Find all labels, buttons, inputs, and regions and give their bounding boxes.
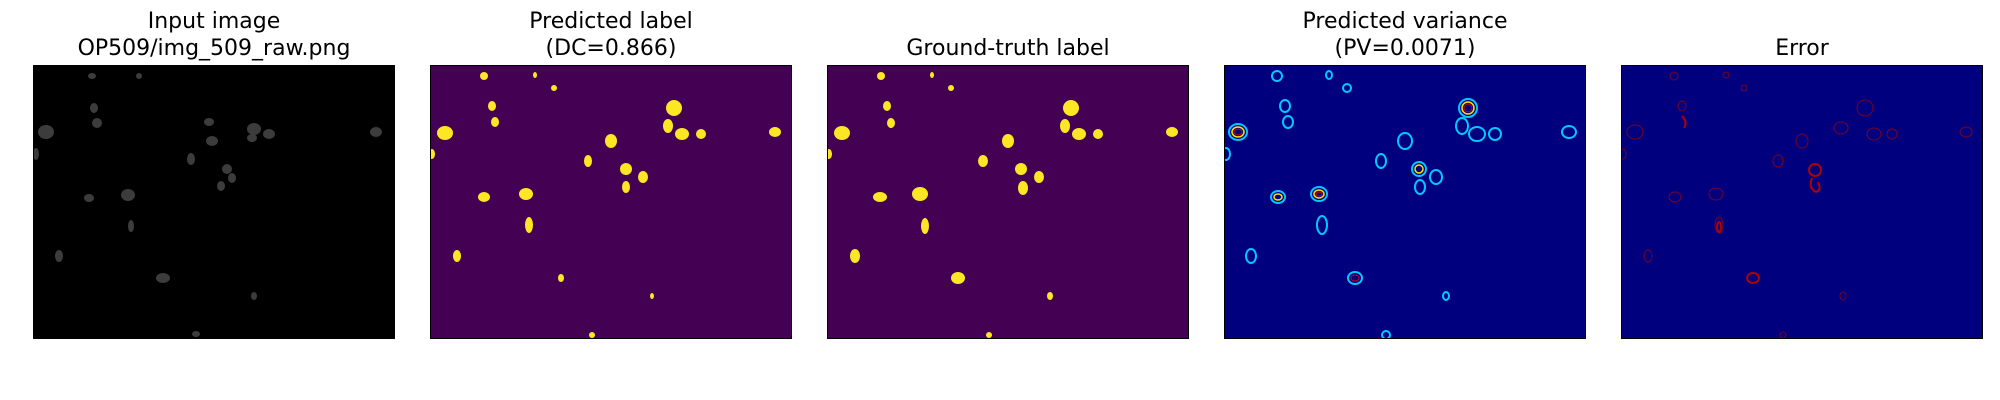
panel-predicted-label: Predicted label (DC=0.866) [430, 0, 792, 400]
panel-error: Error [1621, 0, 1983, 400]
predicted-variance-frame [1224, 65, 1586, 339]
error-image [1622, 66, 1982, 338]
predicted-variance-image [1225, 66, 1585, 338]
panel-title: Ground-truth label [906, 36, 1110, 61]
panel-ground-truth-label: Ground-truth label [827, 0, 1189, 400]
predicted-label-image [431, 66, 791, 338]
ground-truth-frame [827, 65, 1189, 339]
error-frame [1621, 65, 1983, 339]
input-image-frame [33, 65, 395, 339]
panel-title: Predicted variance (PV=0.0071) [1302, 9, 1508, 61]
input-image [34, 66, 394, 338]
panel-predicted-variance: Predicted variance (PV=0.0071) [1224, 0, 1586, 400]
ground-truth-image [828, 66, 1188, 338]
panel-title: Input image OP509/img_509_raw.png [77, 9, 351, 61]
panel-title: Error [1775, 36, 1829, 61]
panel-input-image: Input image OP509/img_509_raw.png [33, 0, 395, 400]
panel-title: Predicted label (DC=0.866) [529, 9, 693, 61]
predicted-label-frame [430, 65, 792, 339]
